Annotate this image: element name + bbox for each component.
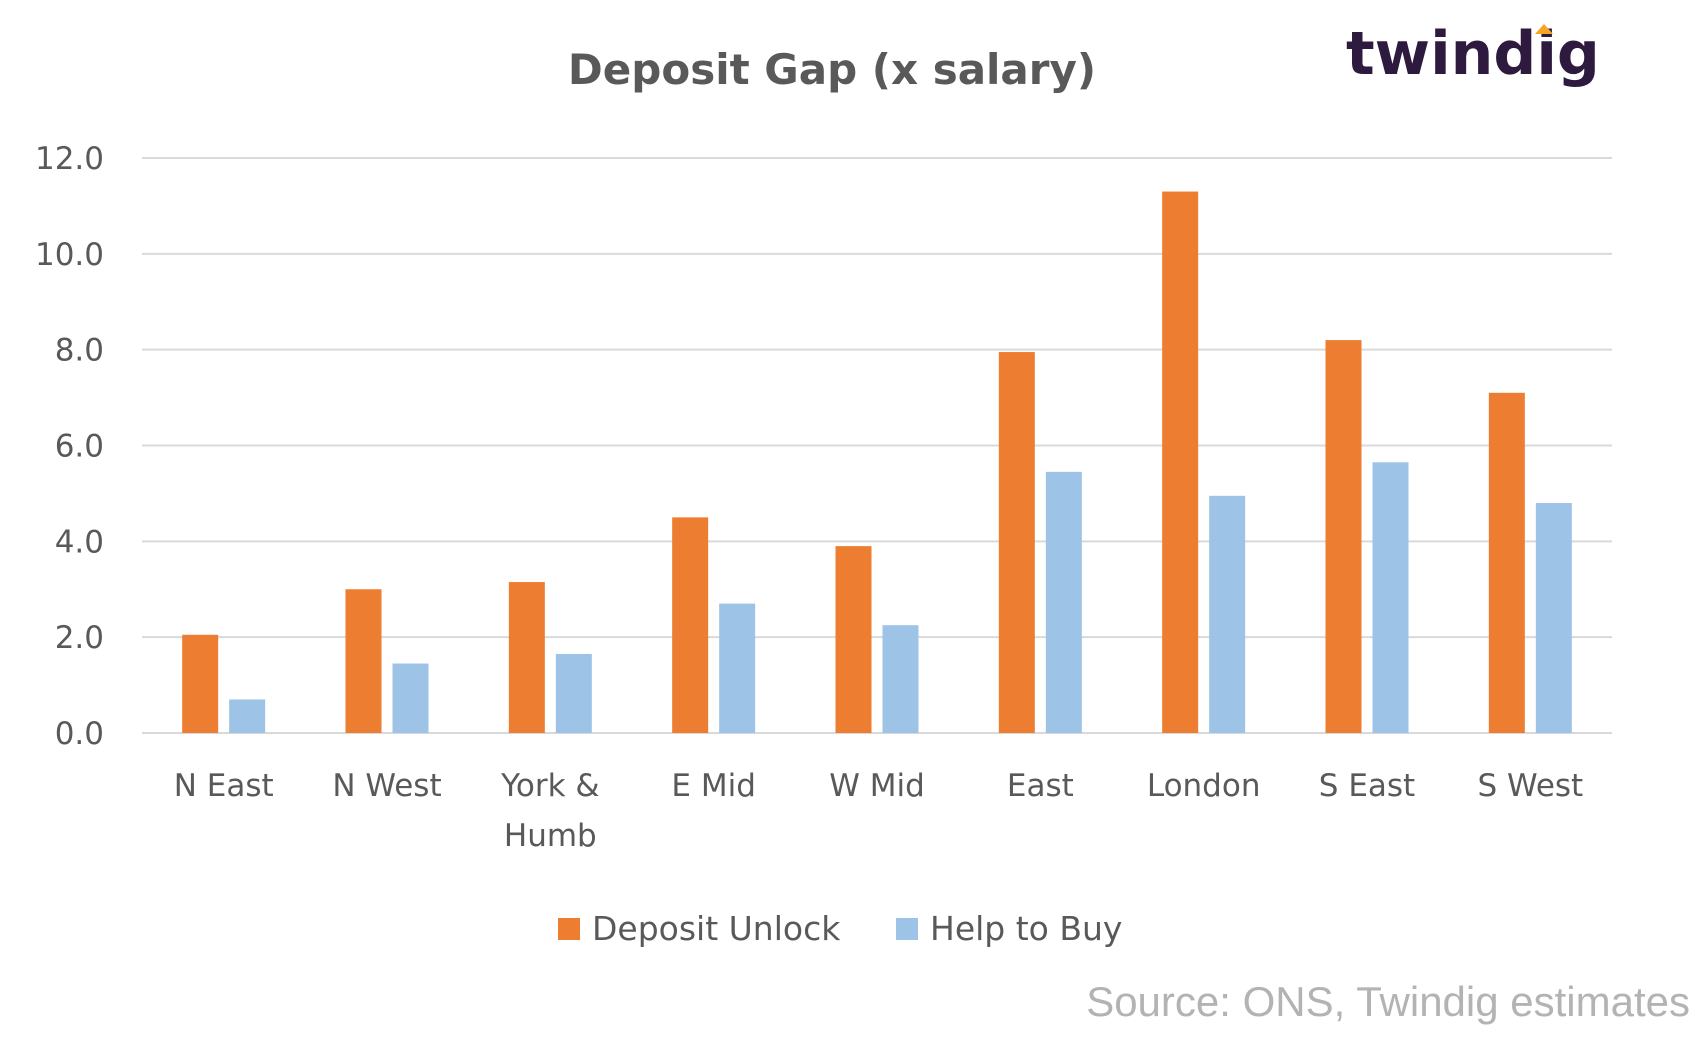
bar-deposit-unlock (672, 517, 708, 733)
y-axis-tick-labels: 0.0 2.0 4.0 6.0 8.0 10.0 12.0 (35, 141, 104, 752)
x-category-label: S West (1477, 768, 1583, 804)
y-tick-label: 0.0 (55, 716, 104, 752)
x-category-label-line: N West (332, 768, 441, 804)
twindig-logo: twindig (1346, 19, 1600, 89)
bar-help-to-buy (1046, 472, 1082, 733)
x-category-label: East (1007, 768, 1074, 804)
bar-help-to-buy (1536, 503, 1572, 733)
x-category-label-line: S West (1477, 768, 1583, 804)
bar-help-to-buy (1209, 496, 1245, 733)
x-category-label-line: York & (500, 768, 600, 804)
bar-deposit-unlock (182, 635, 218, 733)
x-category-label-line: Humb (504, 818, 597, 854)
bar-help-to-buy (556, 654, 592, 733)
bar-help-to-buy (229, 699, 265, 733)
legend: Deposit Unlock Help to Buy (558, 909, 1122, 948)
x-category-label-line: N East (174, 768, 274, 804)
chart-title: Deposit Gap (x salary) (568, 45, 1096, 94)
x-category-label-line: London (1147, 768, 1261, 804)
y-tick-label: 8.0 (55, 333, 104, 369)
source-note: Source: ONS, Twindig estimates (1086, 978, 1690, 1025)
logo-text: twindig (1346, 19, 1600, 89)
bars (182, 192, 1572, 733)
bar-help-to-buy (719, 604, 755, 733)
x-category-label: London (1147, 768, 1261, 804)
bar-deposit-unlock (1326, 340, 1362, 733)
x-category-label: N East (174, 768, 274, 804)
bar-deposit-unlock (509, 582, 545, 733)
x-category-label: York & Humb (500, 768, 600, 854)
x-category-label: E Mid (671, 768, 755, 804)
y-tick-label: 12.0 (35, 141, 104, 177)
x-category-label-line: East (1007, 768, 1074, 804)
y-tick-label: 10.0 (35, 237, 104, 273)
x-category-label-line: S East (1319, 768, 1415, 804)
legend-swatch-help-to-buy (896, 918, 918, 940)
bar-help-to-buy (883, 625, 919, 733)
y-tick-label: 4.0 (55, 524, 104, 560)
x-axis-category-labels: N East N West York & Humb E Mid W Mid East Lond… (174, 768, 1584, 854)
x-category-label: W Mid (829, 768, 925, 804)
bar-deposit-unlock (836, 546, 872, 733)
y-tick-label: 6.0 (55, 429, 104, 465)
legend-label: Deposit Unlock (592, 909, 841, 948)
legend-swatch-deposit-unlock (558, 918, 580, 940)
x-category-label: N West (332, 768, 441, 804)
bar-deposit-unlock (346, 589, 382, 733)
x-category-label: S East (1319, 768, 1415, 804)
x-category-label-line: E Mid (671, 768, 755, 804)
x-category-label-line: W Mid (829, 768, 925, 804)
bar-deposit-unlock (1162, 192, 1198, 733)
bar-help-to-buy (393, 664, 429, 733)
bar-help-to-buy (1373, 462, 1409, 733)
legend-label: Help to Buy (930, 909, 1122, 948)
bar-deposit-unlock (1489, 393, 1525, 733)
y-tick-label: 2.0 (55, 620, 104, 656)
bar-deposit-unlock (999, 352, 1035, 733)
